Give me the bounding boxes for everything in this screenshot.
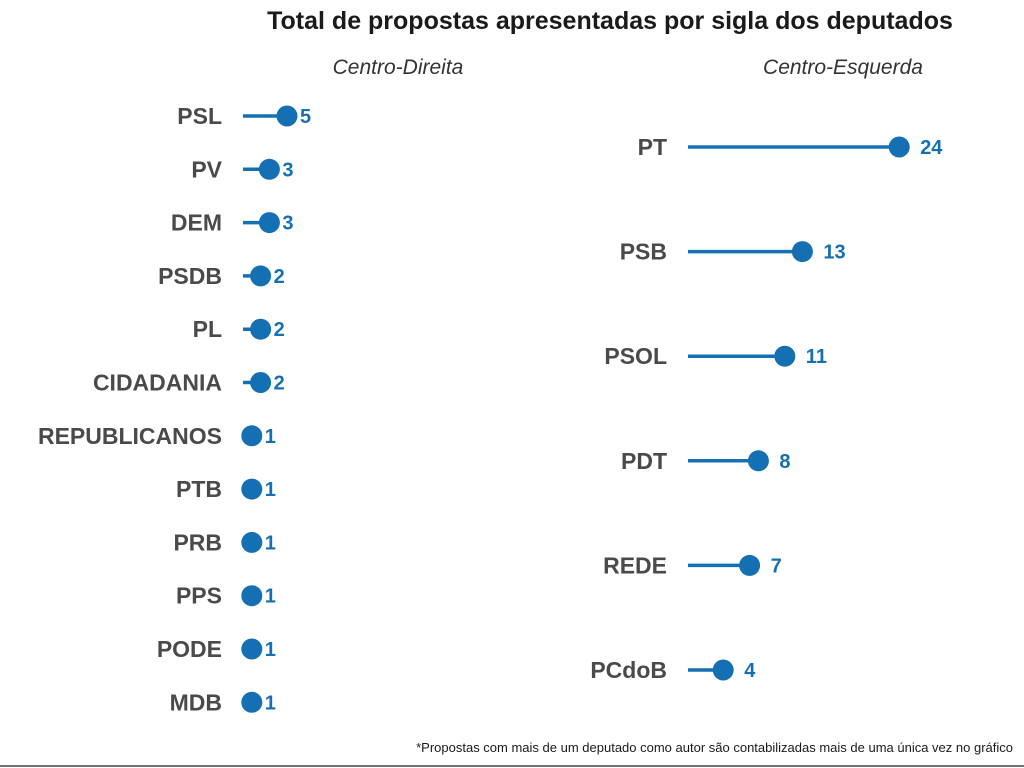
category-label-pt: PT bbox=[638, 134, 667, 160]
category-label-psl: PSL bbox=[177, 103, 222, 129]
lollipop-dot-rede bbox=[739, 554, 761, 576]
centro-direita-panel: Centro-Direita PSL 5 PV 3 DEM 3 PSDB 2 PL 2 CIDADA… bbox=[38, 56, 463, 715]
category-label-psdb: PSDB bbox=[158, 263, 222, 289]
value-label-pl: 2 bbox=[274, 319, 285, 341]
lollipop-dot-pcdob bbox=[712, 659, 734, 681]
lollipop-dot-dem bbox=[258, 212, 280, 234]
category-label-pv: PV bbox=[191, 156, 222, 182]
category-label-republicanos: REPUBLICANOS bbox=[38, 423, 222, 449]
value-label-pdt: 8 bbox=[779, 451, 790, 473]
category-label-pl: PL bbox=[193, 316, 222, 342]
value-label-pv: 3 bbox=[282, 159, 293, 181]
lollipop-dot-pps bbox=[241, 585, 263, 607]
value-label-psdb: 2 bbox=[274, 266, 285, 288]
lollipop-dot-pdt bbox=[747, 450, 769, 472]
centro-esquerda-panel: Centro-Esquerda PT 24 PSB 13 PSOL 11 PDT 8 REDE 7… bbox=[590, 56, 943, 683]
value-label-pt: 24 bbox=[920, 137, 943, 159]
category-label-rede: REDE bbox=[603, 552, 667, 578]
category-label-pps: PPS bbox=[176, 583, 222, 609]
lollipop-dot-prb bbox=[241, 531, 263, 553]
lollipop-dot-psdb bbox=[250, 265, 272, 287]
lollipop-dot-cidadania bbox=[250, 372, 272, 393]
value-label-pps: 1 bbox=[265, 586, 276, 608]
category-label-mdb: MDB bbox=[170, 689, 222, 715]
value-label-pcdob: 4 bbox=[744, 660, 756, 682]
lollipop-dot-pl bbox=[250, 318, 272, 340]
value-label-pode: 1 bbox=[265, 639, 276, 661]
chart-title: Total de propostas apresentadas por sigl… bbox=[267, 7, 953, 35]
centro-esquerda-subtitle: Centro-Esquerda bbox=[763, 56, 923, 79]
category-label-cidadania: CIDADANIA bbox=[93, 370, 222, 396]
value-label-prb: 1 bbox=[265, 532, 276, 554]
lollipop-dot-mdb bbox=[241, 691, 263, 713]
value-label-psol: 11 bbox=[806, 346, 827, 368]
category-label-psb: PSB bbox=[620, 239, 667, 265]
category-label-pcdob: PCdoB bbox=[590, 657, 667, 683]
lollipop-dot-pode bbox=[241, 638, 263, 660]
category-label-dem: DEM bbox=[171, 210, 222, 236]
value-label-mdb: 1 bbox=[265, 692, 276, 714]
value-label-dem: 3 bbox=[282, 213, 293, 235]
value-label-rede: 7 bbox=[771, 555, 782, 577]
value-label-psb: 13 bbox=[823, 242, 845, 264]
lollipop-dot-pv bbox=[258, 158, 280, 180]
category-label-psol: PSOL bbox=[604, 343, 667, 369]
value-label-republicanos: 1 bbox=[265, 426, 276, 448]
category-label-ptb: PTB bbox=[176, 476, 222, 502]
lollipop-dot-psl bbox=[276, 105, 298, 127]
lollipop-dot-psol bbox=[774, 345, 796, 367]
value-label-ptb: 1 bbox=[265, 479, 276, 501]
lollipop-dot-psb bbox=[791, 241, 813, 263]
category-label-pdt: PDT bbox=[621, 448, 667, 474]
lollipop-dot-pt bbox=[888, 136, 910, 158]
value-label-cidadania: 2 bbox=[274, 373, 285, 395]
category-label-pode: PODE bbox=[157, 636, 222, 662]
centro-direita-subtitle: Centro-Direita bbox=[333, 56, 464, 79]
footnote: *Propostas com mais de um deputado como … bbox=[416, 740, 1013, 755]
lollipop-dot-republicanos bbox=[241, 425, 263, 447]
category-label-prb: PRB bbox=[173, 529, 222, 555]
value-label-psl: 5 bbox=[300, 106, 311, 128]
lollipop-dot-ptb bbox=[241, 478, 263, 500]
